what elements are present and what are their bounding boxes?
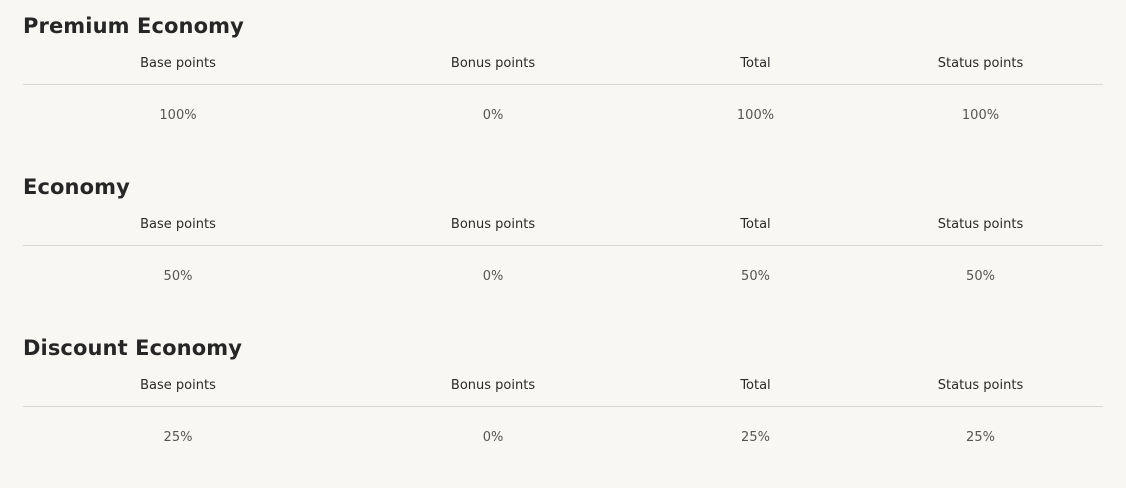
cell-total: 100% — [736, 108, 775, 123]
col-total: Total — [740, 56, 771, 71]
col-base-points: Base points — [140, 56, 216, 71]
col-bonus-points: Bonus points — [450, 217, 536, 232]
cell-base-points: 50% — [163, 269, 193, 284]
col-base-points: Base points — [140, 217, 216, 232]
cell-bonus-points: 0% — [482, 108, 504, 123]
col-status-points: Status points — [937, 56, 1024, 71]
col-bonus-points: Bonus points — [450, 56, 536, 71]
col-bonus-points: Bonus points — [450, 378, 536, 393]
table-row: 100% 0% 100% 100% — [23, 108, 1103, 123]
cell-status-points: 50% — [966, 269, 995, 284]
col-status-points: Status points — [937, 217, 1024, 232]
cell-bonus-points: 0% — [482, 269, 504, 284]
table-row: 50% 0% 50% 50% — [23, 269, 1103, 284]
cell-base-points: 100% — [159, 108, 197, 123]
table-row: 25% 0% 25% 25% — [23, 430, 1103, 445]
col-status-points: Status points — [937, 378, 1024, 393]
section-title: Premium Economy — [23, 14, 244, 38]
section-title: Discount Economy — [23, 336, 243, 360]
cell-status-points: 100% — [961, 108, 1000, 123]
cell-bonus-points: 0% — [482, 430, 504, 445]
col-base-points: Base points — [140, 378, 216, 393]
section-economy: Economy Base points Bonus points Total S… — [23, 161, 1103, 322]
col-total: Total — [740, 217, 771, 232]
table-header: Base points Bonus points Total Status po… — [23, 56, 1103, 85]
cell-total: 50% — [741, 269, 770, 284]
cell-base-points: 25% — [163, 430, 193, 445]
fare-class-tables: Premium Economy Base points Bonus points… — [23, 0, 1103, 483]
table-header: Base points Bonus points Total Status po… — [23, 378, 1103, 407]
cell-total: 25% — [741, 430, 770, 445]
section-discount-economy: Discount Economy Base points Bonus point… — [23, 322, 1103, 483]
col-total: Total — [740, 378, 771, 393]
section-premium-economy: Premium Economy Base points Bonus points… — [23, 0, 1103, 161]
section-title: Economy — [23, 175, 130, 199]
cell-status-points: 25% — [966, 430, 995, 445]
table-header: Base points Bonus points Total Status po… — [23, 217, 1103, 246]
